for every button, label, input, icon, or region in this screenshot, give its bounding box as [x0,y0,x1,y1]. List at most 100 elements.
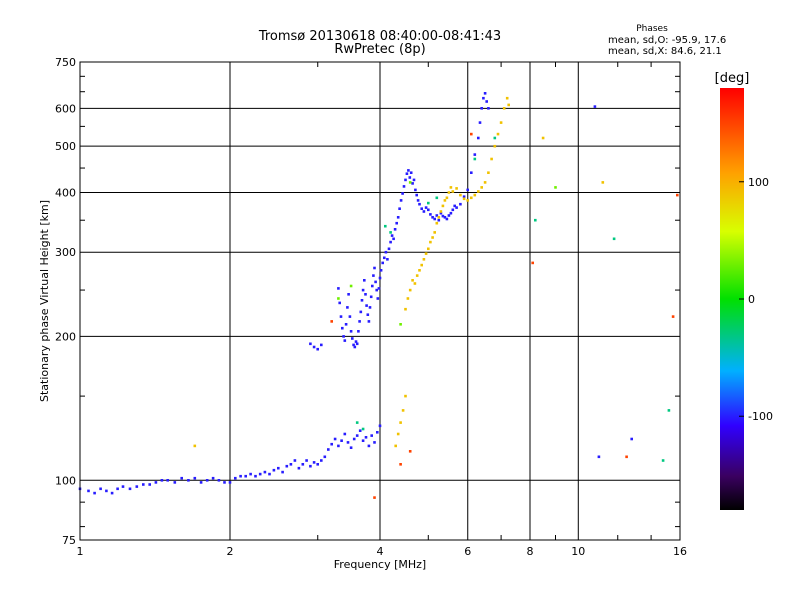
data-point [392,237,395,241]
y-tick-label: 400 [55,186,76,199]
data-point [431,236,434,239]
data-point [301,463,305,466]
data-point [485,100,488,103]
x-tick-label: 4 [377,545,384,558]
data-point [384,250,388,254]
data-point [361,288,365,292]
data-point [451,190,455,193]
data-point [554,186,557,189]
data-point [367,320,371,323]
data-point [487,171,490,174]
data-point [493,136,497,140]
data-point [110,491,114,495]
data-point [473,193,477,197]
data-point [339,315,343,318]
data-point [173,481,177,484]
data-point [480,107,483,110]
data-point [493,144,497,148]
data-point [358,429,362,432]
data-point [373,441,376,444]
y-tick-label: 750 [55,56,76,69]
data-point [416,199,420,202]
colorbar-tick-label: -100 [748,410,773,423]
data-point [383,256,386,260]
data-point [93,491,96,495]
data-point [477,190,480,193]
data-point [374,280,377,284]
data-point [541,136,545,140]
data-point [337,297,340,300]
data-point [427,208,430,212]
data-point [375,288,378,292]
data-point [408,176,412,179]
data-point [612,237,616,241]
data-point [487,107,490,110]
data-point [263,470,267,474]
data-point [154,481,158,484]
data-point [422,258,426,261]
data-point [661,459,665,462]
data-point [193,444,197,448]
data-point [445,217,449,221]
data-point [355,434,359,437]
data-point [431,216,434,219]
chart-title: Tromsø 20130618 08:40:00-08:41:43 [258,29,501,44]
data-point [320,343,323,347]
data-point [415,274,419,277]
data-point [593,105,597,108]
data-point [293,459,297,462]
data-point [333,437,337,441]
x-tick-label: 10 [571,545,585,558]
y-axis-label: Stationary phase Virtual Height [km] [38,200,51,402]
data-point [148,483,151,486]
data-point [490,157,493,161]
data-point [499,121,503,124]
data-point [239,474,242,478]
data-point [193,476,197,480]
data-point [372,274,375,277]
data-point [433,217,436,221]
data-point [346,306,349,309]
data-point [411,279,414,282]
data-point [415,193,418,197]
data-point [330,442,333,446]
data-point [277,466,280,470]
data-point [447,191,451,194]
data-point [534,218,537,222]
data-point [449,211,453,215]
data-point [439,211,443,215]
data-point [394,444,397,448]
data-point [289,463,293,466]
data-point [361,439,365,442]
data-point [507,103,510,107]
data-point [414,188,417,192]
data-point [349,446,353,449]
data-point [369,295,373,299]
phases-heading: Phases [636,24,668,34]
data-point [459,193,462,197]
data-point [404,178,407,182]
data-point [447,214,451,217]
data-point [676,193,679,197]
data-point [347,293,350,296]
data-point [309,342,312,346]
data-point [502,107,506,110]
data-point [128,487,132,491]
data-point [337,444,340,448]
data-point [285,464,289,468]
data-point [433,231,436,234]
data-point [352,343,355,347]
data-point [373,266,376,270]
data-point [429,213,432,216]
data-point [135,485,139,488]
data-point [667,409,671,412]
y-tick-label: 100 [55,474,76,487]
phases-line-o: mean, sd,O: -95.9, 17.6 [608,35,726,46]
data-point [166,479,169,482]
data-point [459,202,462,206]
data-point [378,424,382,428]
data-point [312,345,316,349]
data-point [370,434,373,437]
data-point [412,178,416,182]
data-point [244,474,247,478]
